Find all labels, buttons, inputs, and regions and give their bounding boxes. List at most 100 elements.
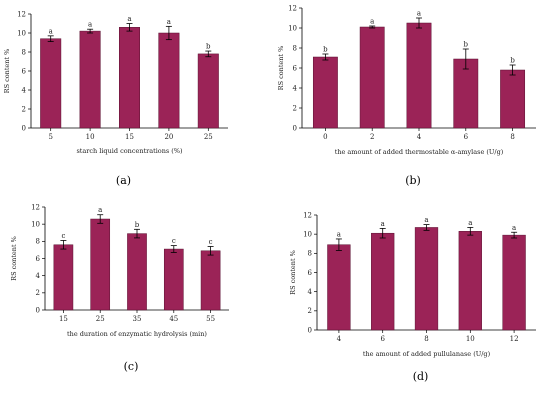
x-tick-label: 4 bbox=[417, 133, 422, 141]
x-tick-label: 12 bbox=[510, 335, 519, 343]
bar bbox=[163, 248, 184, 311]
x-tick-label: 8 bbox=[424, 335, 428, 343]
y-tick-label: 12 bbox=[17, 10, 26, 18]
x-tick-label: 45 bbox=[169, 315, 178, 323]
significance-label: a bbox=[512, 224, 516, 232]
y-tick-label: 10 bbox=[31, 221, 40, 229]
bar bbox=[406, 22, 432, 129]
bar bbox=[312, 56, 338, 129]
panel-label: (d) bbox=[413, 370, 429, 383]
y-tick-label: 12 bbox=[31, 203, 40, 211]
y-tick-label: 2 bbox=[293, 104, 297, 112]
bar bbox=[359, 26, 385, 129]
x-tick-label: 8 bbox=[510, 133, 514, 141]
bar bbox=[90, 218, 111, 311]
y-tick-label: 0 bbox=[22, 124, 26, 132]
bar bbox=[500, 69, 526, 129]
bar bbox=[327, 244, 351, 331]
y-tick-label: 8 bbox=[308, 250, 312, 258]
x-tick-label: 55 bbox=[206, 315, 215, 323]
y-tick-label: 10 bbox=[17, 29, 26, 37]
x-tick-label: 10 bbox=[466, 335, 475, 343]
bar bbox=[158, 32, 180, 129]
y-tick-label: 12 bbox=[303, 211, 312, 219]
y-axis-label: RS content % bbox=[289, 250, 297, 295]
y-axis-label: RS content % bbox=[277, 46, 285, 91]
chart-panel-1: 0 2 4 6 8 10 12 RS content % b 0 a 2 a 4 b 6 b 8 the amoun… bbox=[277, 4, 536, 187]
bar bbox=[371, 232, 395, 331]
y-tick-label: 2 bbox=[308, 307, 312, 315]
bar bbox=[53, 244, 74, 311]
y-axis-label: RS content % bbox=[10, 236, 18, 281]
bar bbox=[458, 231, 482, 331]
bar bbox=[40, 38, 62, 129]
bar bbox=[119, 27, 140, 129]
significance-label: c bbox=[209, 238, 213, 246]
significance-label: a bbox=[49, 27, 53, 35]
significance-label: c bbox=[61, 232, 65, 240]
significance-label: a bbox=[98, 206, 102, 214]
significance-label: a bbox=[167, 18, 171, 26]
significance-label: a bbox=[370, 18, 374, 26]
x-tick-label: 25 bbox=[204, 133, 213, 141]
bar bbox=[502, 234, 526, 331]
x-tick-label: 6 bbox=[380, 335, 385, 343]
y-tick-label: 4 bbox=[36, 272, 41, 280]
significance-label: a bbox=[468, 219, 472, 227]
y-tick-label: 0 bbox=[36, 306, 40, 314]
x-tick-label: 10 bbox=[86, 133, 95, 141]
significance-label: c bbox=[172, 237, 176, 245]
significance-label: a bbox=[88, 21, 92, 29]
y-tick-label: 10 bbox=[288, 24, 297, 32]
panel-label: (a) bbox=[116, 174, 131, 187]
y-tick-label: 8 bbox=[22, 48, 26, 56]
significance-label: a bbox=[424, 216, 428, 224]
x-tick-label: 25 bbox=[96, 315, 105, 323]
significance-label: a bbox=[417, 10, 421, 18]
bar bbox=[79, 30, 101, 129]
x-tick-label: 15 bbox=[59, 315, 68, 323]
y-tick-label: 4 bbox=[308, 288, 313, 296]
y-tick-label: 10 bbox=[303, 231, 312, 239]
significance-label: a bbox=[381, 220, 385, 228]
panel-label: (b) bbox=[405, 174, 421, 187]
chart-panel-3: 0 2 4 6 8 10 12 RS content % a 4 a 6 a 8 a 10 a 12 the amo… bbox=[289, 211, 536, 383]
x-tick-label: 15 bbox=[125, 133, 134, 141]
y-tick-label: 4 bbox=[22, 86, 27, 94]
x-tick-label: 20 bbox=[164, 133, 173, 141]
x-tick-label: 0 bbox=[323, 133, 327, 141]
y-tick-label: 0 bbox=[308, 326, 312, 334]
significance-label: b bbox=[323, 46, 328, 54]
y-tick-label: 6 bbox=[22, 67, 27, 75]
y-tick-label: 4 bbox=[293, 84, 298, 92]
x-axis-label: the amount of added thermostable α-amyla… bbox=[335, 148, 504, 156]
bar bbox=[127, 233, 147, 311]
bar bbox=[453, 58, 479, 129]
bar bbox=[200, 250, 221, 311]
y-axis-label: RS content % bbox=[3, 49, 11, 94]
chart-panel-0: 0 2 4 6 8 10 12 RS content % a 5 a 10 a 15 a 20 b 25 starc… bbox=[3, 10, 228, 187]
x-tick-label: 35 bbox=[133, 315, 142, 323]
significance-label: a bbox=[127, 15, 131, 23]
y-tick-label: 8 bbox=[36, 238, 40, 246]
bar bbox=[414, 227, 439, 331]
x-tick-label: 4 bbox=[337, 335, 342, 343]
panel-label: (c) bbox=[124, 360, 139, 373]
x-tick-label: 6 bbox=[464, 133, 469, 141]
significance-label: a bbox=[337, 230, 341, 238]
significance-label: b bbox=[206, 43, 211, 51]
y-tick-label: 6 bbox=[36, 255, 41, 263]
significance-label: b bbox=[464, 41, 469, 49]
y-tick-label: 2 bbox=[36, 289, 40, 297]
significance-label: b bbox=[135, 221, 140, 229]
y-tick-label: 6 bbox=[293, 64, 298, 72]
x-tick-label: 5 bbox=[48, 133, 52, 141]
x-axis-label: the amount of added pullulanase (U/g) bbox=[363, 350, 491, 358]
chart-panel-2: 0 2 4 6 8 10 12 RS content % c 15 a 25 b 35 c 45 c 55 the … bbox=[10, 203, 229, 373]
x-axis-label: the duration of enzymatic hydrolysis (mi… bbox=[67, 330, 207, 338]
y-tick-label: 12 bbox=[288, 4, 297, 12]
y-tick-label: 6 bbox=[308, 269, 313, 277]
y-tick-label: 8 bbox=[293, 44, 297, 52]
